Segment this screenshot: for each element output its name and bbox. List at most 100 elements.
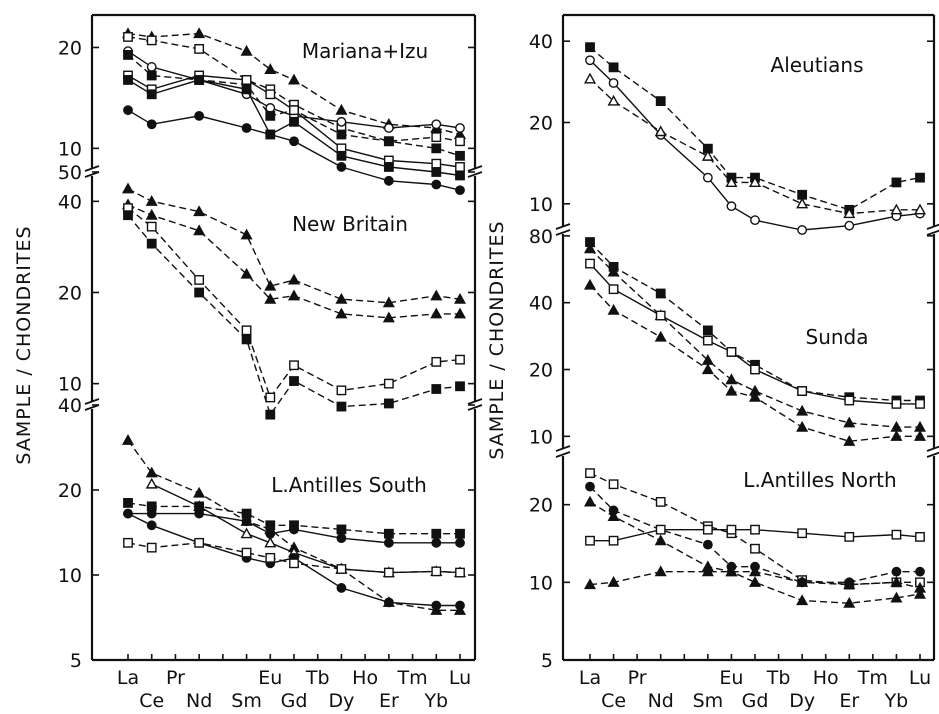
y-tick-label: 5 <box>70 650 82 672</box>
series-line <box>123 498 465 539</box>
series-path <box>589 571 921 589</box>
data-point-open-circle <box>750 215 760 226</box>
data-point-open-circle <box>608 78 619 88</box>
series-line <box>121 182 467 308</box>
data-point-filled-triangle <box>264 292 277 304</box>
data-point-open-square <box>336 564 347 574</box>
data-point-filled-circle <box>336 533 347 544</box>
data-point-filled-triangle <box>193 224 206 236</box>
data-point-filled-circle <box>336 583 347 593</box>
series-line <box>585 258 925 409</box>
series-path <box>589 263 920 405</box>
data-point-filled-square <box>455 528 465 539</box>
series-path <box>127 204 460 319</box>
data-point-filled-triangle <box>843 416 856 428</box>
series-line <box>583 242 927 432</box>
panel-sunda: Sunda 10 20 40 80 <box>529 226 934 448</box>
panel-mariana-izu: Mariana+Izu 10 20 <box>58 27 475 196</box>
data-point-filled-square <box>455 150 465 161</box>
y-tick-label: 50 <box>58 162 82 184</box>
data-point-open-triangle <box>701 149 714 161</box>
data-point-filled-triangle <box>701 363 714 375</box>
x-tick-label-sm: Sm <box>231 690 262 712</box>
data-point-open-square <box>608 535 619 546</box>
data-point-open-square <box>455 354 465 365</box>
series-line <box>123 75 465 181</box>
axis-break-mark <box>555 229 571 236</box>
data-point-open-square <box>455 162 465 172</box>
data-point-filled-triangle <box>890 430 903 441</box>
x-tick-label-gd: Gd <box>742 690 769 712</box>
panel-l-antilles-north: L.Antilles North 5 10 20 <box>529 468 934 672</box>
data-point-open-square <box>194 275 205 285</box>
data-point-filled-triangle <box>843 578 856 590</box>
data-point-filled-circle <box>431 600 442 611</box>
axis-break-mark <box>84 404 100 411</box>
x-tick-label-er: Er <box>379 690 399 712</box>
data-point-filled-square <box>123 210 133 221</box>
data-point-filled-triangle <box>843 435 856 446</box>
data-point-filled-circle <box>383 175 394 186</box>
panel-title: New Britain <box>292 212 408 236</box>
series-path <box>589 486 920 583</box>
x-tick-label-sm: Sm <box>693 690 724 712</box>
data-point-open-square <box>146 221 157 232</box>
data-point-filled-triangle <box>748 565 762 577</box>
x-tick-label-yb: Yb <box>423 690 448 712</box>
x-tick-label-ce: Ce <box>139 690 164 712</box>
x-tick-label-ce: Ce <box>601 690 626 712</box>
y-tick-label: 20 <box>58 282 82 304</box>
data-point-filled-circle <box>241 516 252 527</box>
data-point-filled-square <box>383 398 394 409</box>
data-point-filled-circle <box>702 539 713 550</box>
data-point-filled-circle <box>336 162 347 172</box>
data-point-open-circle <box>797 225 808 235</box>
data-point-open-square <box>797 386 808 396</box>
data-point-filled-triangle <box>654 534 667 546</box>
y-tick-label: 40 <box>58 395 82 417</box>
data-point-open-triangle <box>748 176 762 187</box>
data-point-open-triangle <box>725 176 738 187</box>
data-point-filled-triangle <box>193 205 206 217</box>
x-tick-label-er: Er <box>839 690 859 712</box>
data-point-open-circle <box>455 123 465 133</box>
data-point-filled-triangle <box>382 311 395 323</box>
data-point-open-square <box>844 395 855 406</box>
data-point-filled-triangle <box>335 103 348 115</box>
data-point-open-square <box>655 524 666 535</box>
data-point-open-square <box>891 398 902 409</box>
series-path <box>127 50 461 129</box>
series-path <box>127 79 461 177</box>
data-point-open-square <box>585 468 595 479</box>
data-point-filled-square <box>891 177 902 188</box>
data-point-open-square <box>241 325 252 336</box>
data-point-filled-triangle <box>121 182 135 194</box>
axis-break-gap <box>556 448 570 456</box>
y-tick-label: 40 <box>529 293 553 315</box>
y-tick-label: 10 <box>529 426 553 448</box>
data-point-filled-square <box>146 89 157 100</box>
data-point-open-square <box>915 531 925 542</box>
data-point-filled-square <box>241 84 252 95</box>
data-point-filled-triangle <box>913 587 927 599</box>
data-point-open-triangle <box>607 94 620 106</box>
x-tick-label-lu: Lu <box>909 667 931 689</box>
data-point-filled-circle <box>241 123 252 133</box>
data-point-filled-triangle <box>913 581 927 593</box>
data-point-filled-triangle <box>264 63 277 74</box>
data-point-open-square <box>383 567 394 578</box>
data-point-open-circle <box>726 201 737 212</box>
data-point-open-square <box>585 258 595 269</box>
data-point-open-square <box>844 531 855 542</box>
data-point-filled-triangle <box>145 466 158 478</box>
data-point-filled-square <box>123 498 133 508</box>
data-point-filled-square <box>241 334 252 345</box>
data-point-filled-circle <box>585 481 595 492</box>
data-point-filled-circle <box>265 129 276 140</box>
series-line <box>583 278 927 446</box>
axis-break-gap <box>556 226 570 234</box>
data-point-open-square <box>915 398 925 409</box>
data-point-open-square <box>455 136 465 147</box>
data-point-filled-square <box>336 129 347 140</box>
y-tick-label: 20 <box>529 360 553 382</box>
